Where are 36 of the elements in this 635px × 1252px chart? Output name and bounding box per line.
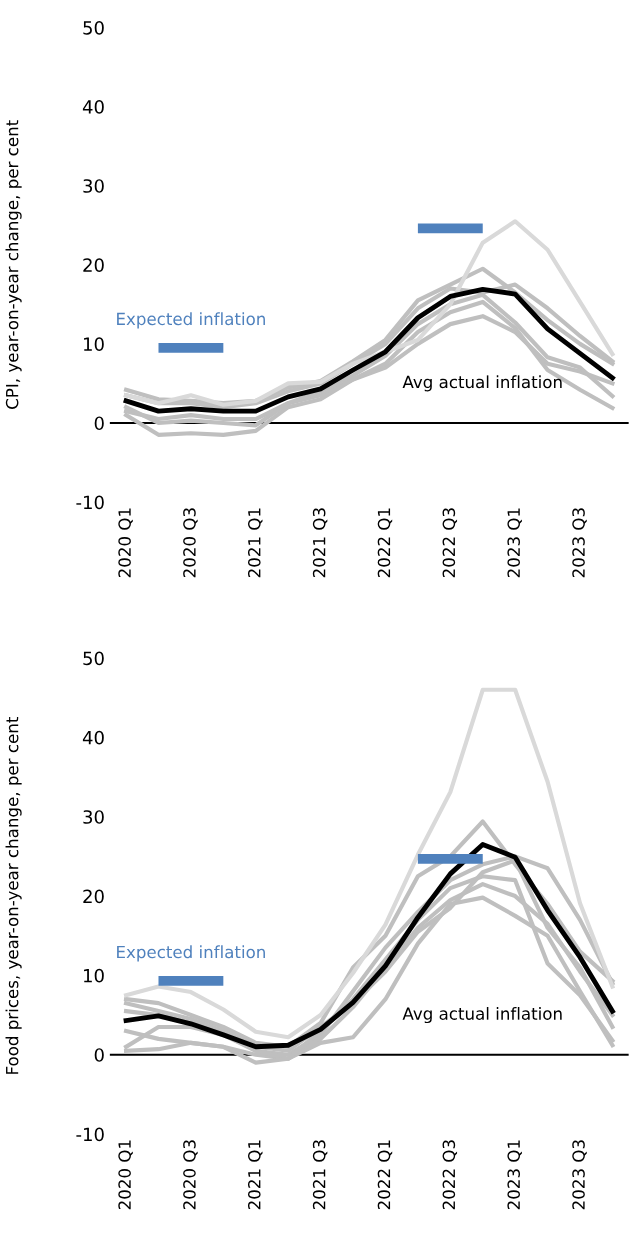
- x-tick-label: 2020 Q3: [183, 508, 198, 578]
- x-tick-label: 2023 Q1: [507, 1140, 522, 1210]
- x-tick-label: 2020 Q3: [183, 1140, 198, 1210]
- x-tick-label: 2021 Q1: [248, 1140, 263, 1210]
- x-tick-label: 2020 Q1: [118, 1140, 133, 1210]
- x-tick-label: 2021 Q1: [248, 508, 263, 578]
- y-axis-title: CPI, year-on-year change, per cent: [5, 120, 22, 409]
- y-axis-title: Food prices, year-on-year change, per cent: [5, 717, 22, 1074]
- x-tick-label: 2023 Q3: [572, 1140, 587, 1210]
- y-tick-label: 20: [83, 889, 104, 904]
- y-tick-label: 0: [94, 416, 104, 431]
- x-tick-label: 2023 Q1: [507, 508, 522, 578]
- y-tick-label: 30: [83, 810, 104, 824]
- y-tick-label: -10: [76, 495, 104, 510]
- y-tick-label: 10: [84, 337, 104, 351]
- x-tick-label: 2022 Q3: [442, 508, 458, 578]
- x-tick-label: 2022 Q3: [442, 1140, 458, 1210]
- y-tick-label: 40: [82, 100, 104, 114]
- y-tick-label: 10: [84, 968, 104, 983]
- y-tick-label: 0: [94, 1048, 104, 1062]
- y-tick-label: -10: [76, 1127, 104, 1142]
- x-tick-label: 2022 Q1: [377, 508, 393, 578]
- y-tick-label: 40: [82, 730, 104, 745]
- x-tick-label: 2021 Q3: [312, 1140, 328, 1210]
- y-tick-label: 50: [83, 21, 104, 35]
- y-tick-label: 20: [83, 258, 104, 272]
- series-label: Expected inflation: [117, 312, 265, 329]
- y-tick-label: 50: [83, 651, 104, 666]
- x-tick-label: 2023 Q3: [572, 508, 587, 578]
- x-tick-label: 2020 Q1: [118, 508, 133, 578]
- series-label: Avg actual inflation: [402, 375, 562, 392]
- series-label: Expected inflation: [117, 945, 265, 962]
- y-tick-label: 30: [83, 179, 104, 193]
- x-tick-label: 2022 Q1: [377, 1140, 393, 1210]
- x-tick-label: 2021 Q3: [312, 508, 328, 578]
- text: Avg actual inflation: [402, 1006, 562, 1024]
